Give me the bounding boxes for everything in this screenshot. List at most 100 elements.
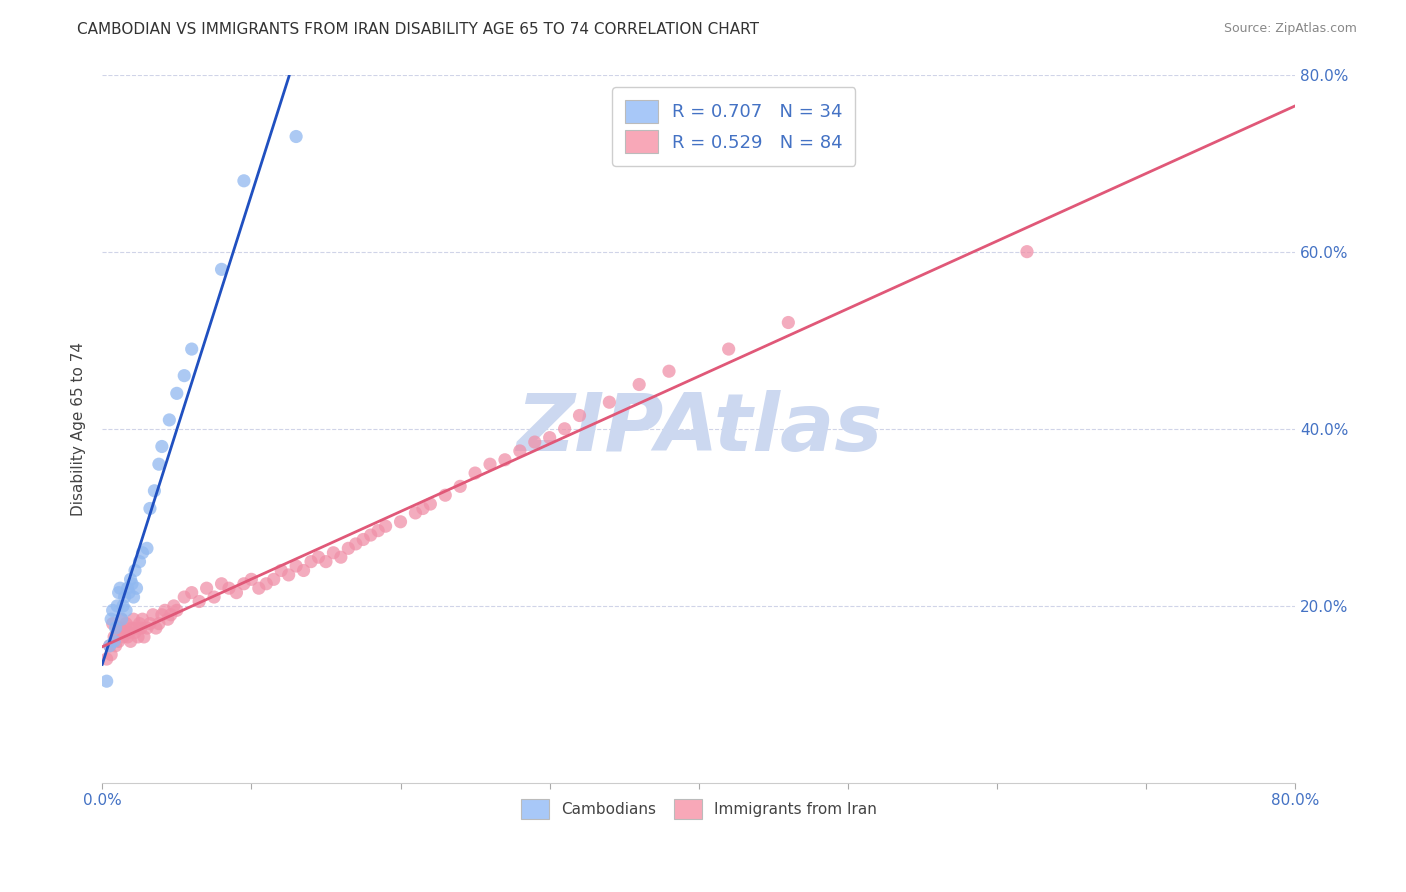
Point [132,630,155,644]
Point [240,572,263,586]
Point [464,466,486,480]
Point [628,377,651,392]
Point [125,621,148,635]
Point [277,568,299,582]
Point [367,524,389,538]
Point [114,590,136,604]
Point [98,639,121,653]
Point [125,581,148,595]
Point [128,616,150,631]
Point [159,607,181,622]
Point [110,612,132,626]
Point [329,550,352,565]
Point [180,585,202,599]
Point [101,616,124,631]
Point [104,639,127,653]
Point [103,630,125,644]
Point [360,528,382,542]
Point [142,607,165,622]
Point [173,368,195,383]
Point [308,550,330,565]
Point [117,630,139,644]
Text: CAMBODIAN VS IMMIGRANTS FROM IRAN DISABILITY AGE 65 TO 74 CORRELATION CHART: CAMBODIAN VS IMMIGRANTS FROM IRAN DISABI… [77,22,759,37]
Point [124,625,146,640]
Point [100,648,122,662]
Point [434,488,457,502]
Point [107,634,129,648]
Point [148,457,170,471]
Point [263,572,285,586]
Point [122,612,145,626]
Point [118,625,141,640]
Point [419,497,441,511]
Point [150,607,173,622]
Text: Source: ZipAtlas.com: Source: ZipAtlas.com [1223,22,1357,36]
Point [247,581,270,595]
Point [115,616,138,631]
Point [292,564,315,578]
Point [778,316,800,330]
Point [124,564,146,578]
Point [136,621,159,635]
Point [538,431,561,445]
Point [322,546,344,560]
Point [166,603,188,617]
Text: ZIPAtlas: ZIPAtlas [516,390,882,467]
Point [157,413,180,427]
Point [299,555,322,569]
Point [163,599,186,613]
Point [100,612,122,626]
Point [110,612,132,626]
Point [352,533,374,547]
Point [101,603,124,617]
Point [143,483,166,498]
Point [270,564,292,578]
Point [211,576,233,591]
Point [180,342,202,356]
Point [114,621,136,635]
Point [127,630,149,644]
Point [131,612,153,626]
Point [211,262,233,277]
Y-axis label: Disability Age 65 to 74: Disability Age 65 to 74 [72,342,86,516]
Point [254,576,277,591]
Point [120,572,142,586]
Point [112,599,135,613]
Point [139,501,162,516]
Point [156,612,179,626]
Point [202,590,225,604]
Point [120,634,142,648]
Point [117,581,139,595]
Point [412,501,434,516]
Point [166,386,188,401]
Point [150,440,173,454]
Point [98,639,121,653]
Point [96,652,118,666]
Point [105,625,128,640]
Point [344,537,367,551]
Legend: Cambodians, Immigrants from Iran: Cambodians, Immigrants from Iran [515,793,883,825]
Point [128,555,150,569]
Point [337,541,360,556]
Point [173,590,195,604]
Point [285,559,308,574]
Point [195,581,218,595]
Point [129,621,152,635]
Point [658,364,681,378]
Point [225,585,247,599]
Point [145,621,167,635]
Point [494,452,516,467]
Point [449,479,471,493]
Point [121,576,143,591]
Point [374,519,396,533]
Point [121,621,143,635]
Point [285,129,308,144]
Point [107,585,129,599]
Point [108,621,131,635]
Point [104,621,127,635]
Point [509,444,531,458]
Point [103,634,125,648]
Point [105,599,128,613]
Point [153,603,176,617]
Point [112,630,135,644]
